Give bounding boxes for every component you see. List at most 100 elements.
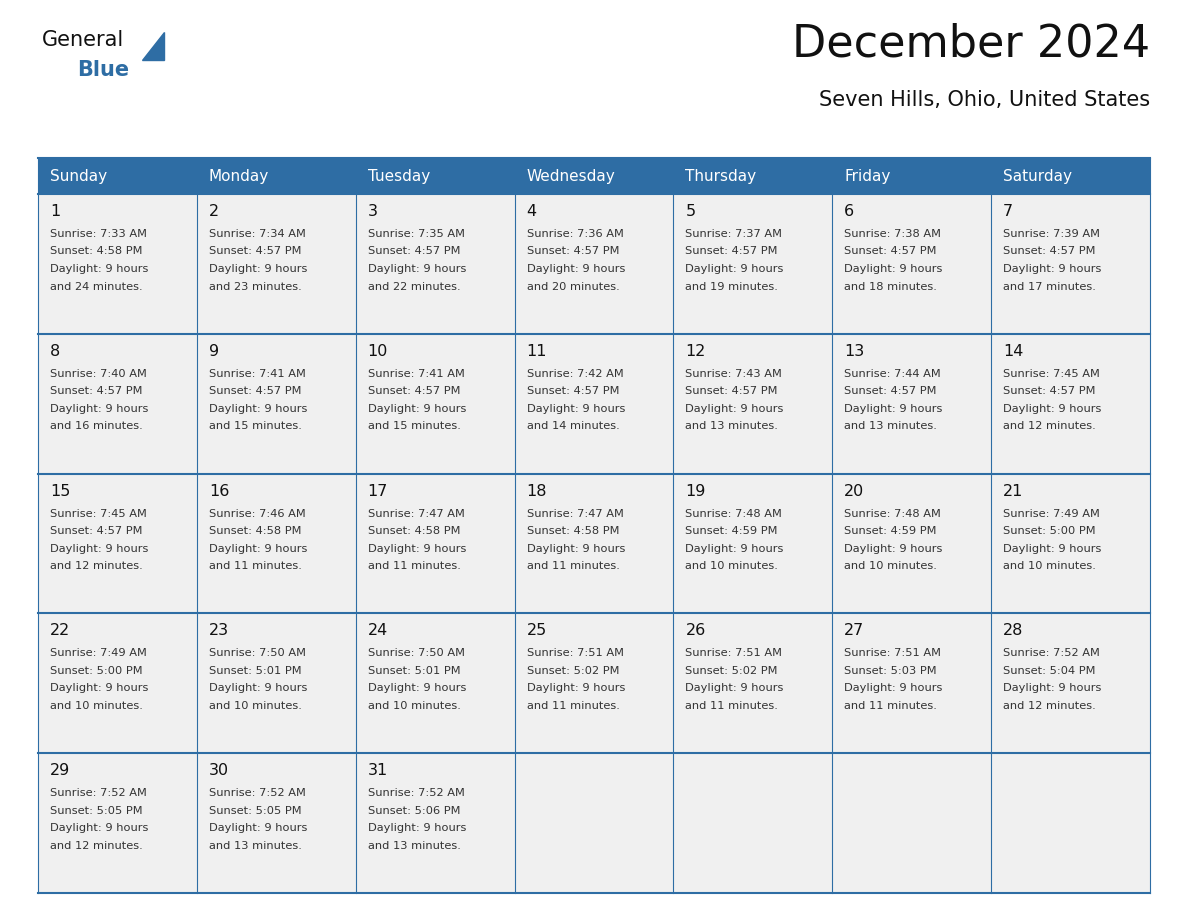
Text: Daylight: 9 hours: Daylight: 9 hours: [1003, 683, 1101, 693]
Text: Daylight: 9 hours: Daylight: 9 hours: [526, 683, 625, 693]
Text: Sunset: 4:59 PM: Sunset: 4:59 PM: [685, 526, 778, 536]
Bar: [38, 158, 1150, 194]
Text: Daylight: 9 hours: Daylight: 9 hours: [368, 683, 466, 693]
Text: 28: 28: [1003, 623, 1024, 638]
Text: 12: 12: [685, 344, 706, 359]
Text: Sunrise: 7:49 AM: Sunrise: 7:49 AM: [50, 648, 147, 658]
Text: Daylight: 9 hours: Daylight: 9 hours: [368, 404, 466, 414]
Text: 18: 18: [526, 484, 546, 498]
Text: and 11 minutes.: and 11 minutes.: [209, 561, 302, 571]
Text: Seven Hills, Ohio, United States: Seven Hills, Ohio, United States: [819, 90, 1150, 110]
Text: Daylight: 9 hours: Daylight: 9 hours: [526, 543, 625, 554]
Text: Sunrise: 7:51 AM: Sunrise: 7:51 AM: [526, 648, 624, 658]
Text: Sunset: 5:02 PM: Sunset: 5:02 PM: [685, 666, 778, 676]
Text: 10: 10: [368, 344, 388, 359]
Text: Sunrise: 7:36 AM: Sunrise: 7:36 AM: [526, 229, 624, 239]
Text: 19: 19: [685, 484, 706, 498]
Text: and 19 minutes.: and 19 minutes.: [685, 282, 778, 292]
Text: December 2024: December 2024: [792, 22, 1150, 65]
Text: and 11 minutes.: and 11 minutes.: [526, 701, 619, 711]
Text: Sunrise: 7:38 AM: Sunrise: 7:38 AM: [845, 229, 941, 239]
Text: Sunset: 4:57 PM: Sunset: 4:57 PM: [1003, 386, 1095, 397]
Bar: [38, 753, 1150, 893]
Text: Daylight: 9 hours: Daylight: 9 hours: [50, 543, 148, 554]
Text: 4: 4: [526, 204, 537, 219]
Text: and 14 minutes.: and 14 minutes.: [526, 421, 619, 431]
Text: Sunrise: 7:33 AM: Sunrise: 7:33 AM: [50, 229, 147, 239]
Text: and 10 minutes.: and 10 minutes.: [50, 701, 143, 711]
Text: Sunrise: 7:47 AM: Sunrise: 7:47 AM: [368, 509, 465, 519]
Text: and 12 minutes.: and 12 minutes.: [1003, 701, 1095, 711]
Text: and 10 minutes.: and 10 minutes.: [1003, 561, 1097, 571]
Text: 6: 6: [845, 204, 854, 219]
Text: Sunset: 5:03 PM: Sunset: 5:03 PM: [845, 666, 937, 676]
Text: 25: 25: [526, 623, 546, 638]
Text: and 10 minutes.: and 10 minutes.: [368, 701, 461, 711]
Text: 20: 20: [845, 484, 865, 498]
Text: Daylight: 9 hours: Daylight: 9 hours: [685, 683, 784, 693]
Text: 30: 30: [209, 763, 229, 778]
Text: 3: 3: [368, 204, 378, 219]
Text: 24: 24: [368, 623, 388, 638]
Text: Wednesday: Wednesday: [526, 169, 615, 184]
Text: 29: 29: [50, 763, 70, 778]
Text: Daylight: 9 hours: Daylight: 9 hours: [685, 404, 784, 414]
Text: 7: 7: [1003, 204, 1013, 219]
Text: Daylight: 9 hours: Daylight: 9 hours: [50, 404, 148, 414]
Text: Sunrise: 7:51 AM: Sunrise: 7:51 AM: [685, 648, 783, 658]
Text: Friday: Friday: [845, 169, 891, 184]
Text: 13: 13: [845, 344, 865, 359]
Text: Sunset: 4:57 PM: Sunset: 4:57 PM: [526, 386, 619, 397]
Text: 31: 31: [368, 763, 388, 778]
Text: Sunset: 4:57 PM: Sunset: 4:57 PM: [368, 386, 460, 397]
Text: Sunset: 5:04 PM: Sunset: 5:04 PM: [1003, 666, 1095, 676]
Text: 27: 27: [845, 623, 865, 638]
Polygon shape: [143, 32, 164, 60]
Text: Sunset: 4:57 PM: Sunset: 4:57 PM: [845, 386, 937, 397]
Text: and 11 minutes.: and 11 minutes.: [845, 701, 937, 711]
Text: Sunset: 4:58 PM: Sunset: 4:58 PM: [368, 526, 460, 536]
Text: Daylight: 9 hours: Daylight: 9 hours: [526, 404, 625, 414]
Bar: [38, 334, 1150, 474]
Text: Sunset: 4:57 PM: Sunset: 4:57 PM: [368, 247, 460, 256]
Text: Sunrise: 7:34 AM: Sunrise: 7:34 AM: [209, 229, 305, 239]
Text: Monday: Monday: [209, 169, 270, 184]
Text: 15: 15: [50, 484, 70, 498]
Text: and 15 minutes.: and 15 minutes.: [368, 421, 461, 431]
Text: and 17 minutes.: and 17 minutes.: [1003, 282, 1097, 292]
Text: Daylight: 9 hours: Daylight: 9 hours: [368, 264, 466, 274]
Text: Daylight: 9 hours: Daylight: 9 hours: [50, 823, 148, 834]
Text: Sunset: 5:00 PM: Sunset: 5:00 PM: [1003, 526, 1095, 536]
Text: 23: 23: [209, 623, 229, 638]
Text: and 10 minutes.: and 10 minutes.: [209, 701, 302, 711]
Text: Sunset: 5:01 PM: Sunset: 5:01 PM: [368, 666, 460, 676]
Text: 14: 14: [1003, 344, 1024, 359]
Text: and 15 minutes.: and 15 minutes.: [209, 421, 302, 431]
Text: Daylight: 9 hours: Daylight: 9 hours: [209, 823, 308, 834]
Text: Daylight: 9 hours: Daylight: 9 hours: [209, 404, 308, 414]
Text: Sunset: 5:05 PM: Sunset: 5:05 PM: [209, 806, 302, 816]
Text: and 23 minutes.: and 23 minutes.: [209, 282, 302, 292]
Text: Sunrise: 7:41 AM: Sunrise: 7:41 AM: [368, 369, 465, 379]
Text: Sunset: 5:01 PM: Sunset: 5:01 PM: [209, 666, 302, 676]
Text: Daylight: 9 hours: Daylight: 9 hours: [845, 404, 942, 414]
Text: 22: 22: [50, 623, 70, 638]
Text: Sunset: 4:57 PM: Sunset: 4:57 PM: [1003, 247, 1095, 256]
Text: and 11 minutes.: and 11 minutes.: [368, 561, 461, 571]
Text: and 10 minutes.: and 10 minutes.: [845, 561, 937, 571]
Text: 16: 16: [209, 484, 229, 498]
Text: Sunset: 5:05 PM: Sunset: 5:05 PM: [50, 806, 143, 816]
Text: Daylight: 9 hours: Daylight: 9 hours: [685, 264, 784, 274]
Text: and 18 minutes.: and 18 minutes.: [845, 282, 937, 292]
Text: and 16 minutes.: and 16 minutes.: [50, 421, 143, 431]
Text: Sunday: Sunday: [50, 169, 107, 184]
Text: and 12 minutes.: and 12 minutes.: [50, 841, 143, 851]
Text: Sunset: 5:02 PM: Sunset: 5:02 PM: [526, 666, 619, 676]
Text: 21: 21: [1003, 484, 1024, 498]
Text: Sunrise: 7:50 AM: Sunrise: 7:50 AM: [368, 648, 465, 658]
Text: Blue: Blue: [77, 60, 129, 80]
Text: Sunset: 4:57 PM: Sunset: 4:57 PM: [50, 386, 143, 397]
Text: and 12 minutes.: and 12 minutes.: [1003, 421, 1095, 431]
Text: Sunrise: 7:41 AM: Sunrise: 7:41 AM: [209, 369, 305, 379]
Text: Sunrise: 7:48 AM: Sunrise: 7:48 AM: [685, 509, 783, 519]
